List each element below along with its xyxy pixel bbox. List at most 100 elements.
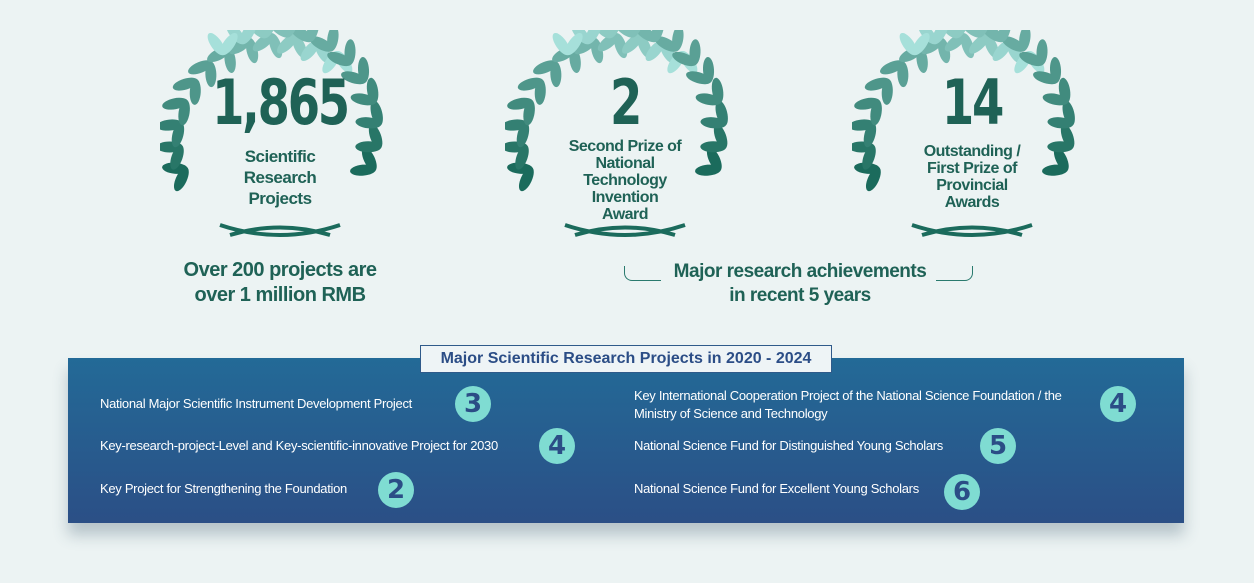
- laurel-ribbon: [564, 223, 686, 237]
- laurel-leaf: [651, 30, 665, 42]
- laurel-leaf: [173, 167, 189, 192]
- laurel-leaf: [565, 32, 583, 56]
- laurel-leaf: [523, 99, 535, 126]
- laurel-leaf: [672, 51, 697, 67]
- laurel-leaf: [944, 32, 967, 52]
- laurel-leaf: [981, 30, 1005, 43]
- laurel-leaf: [622, 33, 643, 54]
- stat-laurel-provincial-awards: 14 Outstanding / First Prize of Provinci…: [852, 30, 1092, 245]
- count-badge: 3: [455, 386, 491, 422]
- laurel-leaf: [518, 167, 534, 192]
- laurel-leaf: [170, 144, 184, 170]
- laurel-leaf: [327, 30, 339, 52]
- caption-line: Technology: [583, 172, 667, 189]
- laurel-leaf: [711, 77, 724, 104]
- laurel-leaf: [277, 33, 298, 54]
- laurel-leaf: [327, 51, 352, 67]
- note-line: Over 200 projects are: [183, 259, 377, 281]
- left-note: Over 200 projects are over 1 million RMB: [150, 258, 410, 308]
- stat-laurel-projects: 1,865 Scientific Research Projects: [160, 30, 400, 245]
- laurel-leaf: [960, 30, 983, 38]
- laurel-leaf: [178, 99, 190, 126]
- laurel-leaf: [870, 99, 882, 126]
- laurel-leaf: [220, 32, 238, 56]
- laurel-leaf: [591, 30, 613, 39]
- laurel-leaf: [863, 121, 877, 148]
- laurel-leaf: [171, 121, 185, 148]
- laurel-leaf: [252, 32, 275, 52]
- caption-line: Second Prize of: [568, 138, 682, 155]
- stat-caption: Second Prize of National Technology Inve…: [535, 138, 715, 223]
- laurel-leaf: [880, 60, 905, 75]
- laurel-leaf: [1019, 30, 1031, 52]
- caption-line: Provincial: [936, 177, 1008, 194]
- count-badge: 4: [1100, 386, 1136, 422]
- laurel-leaf: [240, 30, 257, 45]
- laurel-leaf: [284, 30, 299, 38]
- laurel-leaf: [597, 32, 620, 52]
- laurel-leaf: [881, 78, 893, 105]
- laurel-leaf: [629, 30, 644, 38]
- laurel-ribbon: [911, 223, 1033, 237]
- laurel-leaf: [976, 30, 991, 38]
- laurel-leaf: [309, 36, 334, 52]
- laurel-leaf: [366, 77, 379, 104]
- laurel-leaf: [533, 60, 558, 75]
- laurel-leaf: [268, 30, 291, 38]
- laurel-leaf: [613, 30, 636, 38]
- laurel-leaf: [672, 30, 684, 52]
- laurel-leaf: [702, 56, 715, 83]
- laurel-leaf: [585, 30, 602, 45]
- laurel-leaf: [289, 30, 313, 43]
- laurel-leaf: [713, 124, 728, 149]
- caption-line: Awards: [944, 194, 1000, 211]
- laurel-leaf: [689, 39, 701, 66]
- laurel-leaf: [932, 30, 949, 45]
- caption-line: National: [595, 155, 655, 172]
- project-item: National Science Fund for Excellent Youn…: [634, 481, 919, 496]
- laurel-ribbon: [219, 223, 341, 237]
- laurel-leaf: [865, 167, 881, 192]
- caption-line: Invention: [591, 189, 659, 206]
- laurel-leaf: [361, 147, 377, 172]
- project-item: Key-research-project-Level and Key-scien…: [100, 438, 498, 453]
- laurel-leaf: [1036, 39, 1048, 66]
- laurel-leaf: [534, 78, 546, 105]
- caption-line: First Prize of: [927, 160, 1017, 177]
- note-line: in recent 5 years: [729, 285, 871, 306]
- count-badge: 5: [980, 428, 1016, 464]
- laurel-leaf: [1049, 56, 1062, 83]
- laurel-leaf: [938, 30, 960, 39]
- laurel-leaf: [370, 100, 383, 126]
- laurel-leaf: [1019, 51, 1044, 67]
- stat-number: 1,865: [212, 66, 350, 139]
- laurel-leaf: [862, 144, 876, 170]
- note-line: Major research achievements: [673, 261, 927, 282]
- laurel-leaf: [357, 56, 370, 83]
- stat-number: 2: [609, 66, 642, 139]
- laurel-leaf: [262, 30, 277, 39]
- laurel-wreath-icon: [505, 30, 728, 237]
- laurel-leaf: [1001, 36, 1026, 52]
- project-item: Key International Cooperation Project of…: [634, 388, 1062, 421]
- stat-laurel-national-award: 2 Second Prize of National Technology In…: [505, 30, 745, 245]
- count-badge: 4: [539, 428, 575, 464]
- laurel-wreath-icon: [160, 30, 383, 237]
- stat-caption: Outstanding / First Prize of Provincial …: [882, 143, 1062, 211]
- laurel-leaf: [897, 61, 909, 88]
- bracket-right: [936, 266, 973, 281]
- laurel-leaf: [1058, 77, 1071, 104]
- stat-number: 14: [941, 66, 1004, 139]
- panel-title: Major Scientific Research Projects in 20…: [420, 345, 832, 373]
- caption-line: Projects: [248, 189, 312, 208]
- bracket-left: [624, 266, 661, 281]
- laurel-leaf: [654, 36, 679, 52]
- stat-caption: Scientific Research Projects: [190, 146, 370, 209]
- laurel-leaf: [516, 121, 530, 148]
- project-item: National Science Fund for Distinguished …: [634, 438, 944, 453]
- right-note: Major research achievements in recent 5 …: [660, 260, 940, 308]
- laurel-leaf: [1062, 100, 1075, 126]
- laurel-leaf: [706, 147, 722, 172]
- laurel-leaf: [607, 30, 622, 39]
- caption-line: Scientific: [244, 147, 316, 166]
